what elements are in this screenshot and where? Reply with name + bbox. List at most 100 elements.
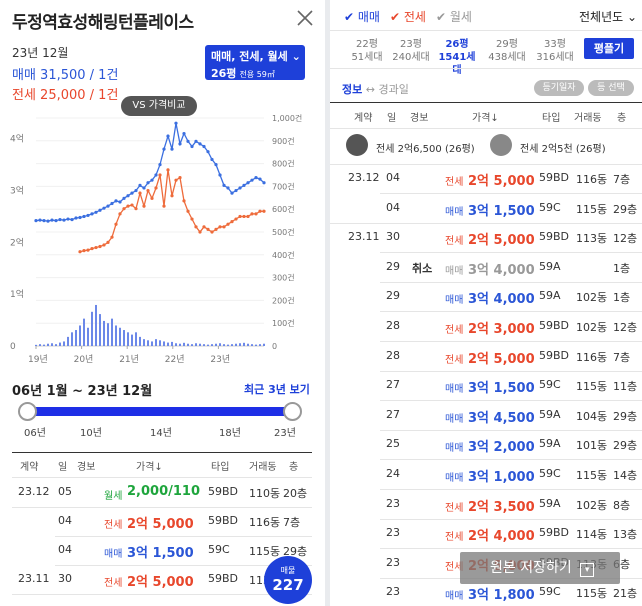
- row-kind: 전세: [445, 325, 464, 336]
- pyeong-toggle-button[interactable]: 평플기: [584, 38, 634, 59]
- row-month: 23.12: [348, 171, 380, 184]
- table-row: 27 매매 3억 1,500 59C 115동 11층: [330, 378, 642, 407]
- volume-bar: [239, 343, 241, 346]
- tab-jeonse[interactable]: ✔ 전세: [390, 8, 426, 25]
- area-tab[interactable]: 22평 51세대: [344, 38, 390, 64]
- row-dong: 115동: [576, 202, 608, 216]
- volume-bar: [35, 344, 37, 346]
- col-day: 일: [58, 461, 68, 473]
- row-price: 2억 3,500: [468, 499, 535, 515]
- row-dong: 116동: [249, 516, 281, 529]
- broker-card[interactable]: 전세 2억5천 (26평): [490, 134, 640, 160]
- row-price: 2억 5,000: [127, 517, 194, 532]
- row-dong: 110동: [249, 487, 281, 500]
- row-type: 59BD: [539, 171, 570, 184]
- area-count: 51세대: [351, 52, 383, 63]
- broker-card[interactable]: 전세 2억6,500 (26평): [346, 134, 486, 160]
- save-original-button[interactable]: 원본 저장하기 ▾: [460, 552, 620, 584]
- col-dong: 거래동: [574, 112, 602, 124]
- row-floor: 29층: [613, 439, 638, 453]
- series-point: [90, 212, 94, 216]
- area-count: 316세대: [536, 52, 574, 63]
- x-tick: 22년: [165, 354, 185, 365]
- row-floor: 29층: [283, 545, 308, 558]
- area-count: 1541세대: [438, 52, 476, 76]
- series-point: [178, 175, 182, 180]
- table-row: 28 전세 2억 3,000 59BD 102동 12층: [330, 319, 642, 348]
- dong-select-button[interactable]: 등 선택: [588, 80, 634, 96]
- series-point: [78, 250, 82, 254]
- period-slider-track[interactable]: [28, 407, 292, 416]
- recent-3y-link[interactable]: 최근 3년 보기: [244, 383, 310, 396]
- series-point: [162, 204, 166, 208]
- volume-bar: [211, 344, 213, 346]
- series-line: [79, 169, 264, 253]
- table-row: 25 매매 3억 2,000 59A 101동 29층: [330, 437, 642, 466]
- series-point: [222, 183, 226, 187]
- row-day: 30: [58, 572, 72, 585]
- series-point: [214, 227, 218, 232]
- series-point: [198, 230, 202, 234]
- col-type: 타입: [542, 112, 561, 124]
- series-point: [58, 217, 62, 222]
- sort-info[interactable]: 정보: [342, 83, 363, 96]
- col-contract: 계약: [20, 461, 39, 473]
- series-point: [210, 230, 214, 234]
- year-select[interactable]: 전체년도 ⌄: [579, 8, 637, 25]
- volume-bar: [215, 343, 217, 346]
- listing-count-badge[interactable]: 매물 227: [264, 556, 312, 604]
- series-point: [150, 196, 154, 200]
- table-row: 23.12 04 전세 2억 5,000 59BD 116동 7층: [330, 171, 642, 200]
- row-dong: 102동: [576, 321, 608, 334]
- row-floor: 1층: [613, 291, 631, 305]
- close-icon[interactable]: [296, 9, 314, 27]
- series-point: [90, 246, 94, 251]
- series-point: [142, 186, 146, 190]
- row-note: 취소: [412, 261, 433, 275]
- filter-type-label: 매매, 전세, 월세: [211, 50, 288, 63]
- tab-monthly[interactable]: ✔ 월세: [436, 8, 472, 25]
- y-left-tick: 1억: [10, 288, 24, 300]
- volume-bar: [71, 332, 73, 346]
- col-price[interactable]: 가격↓: [136, 461, 163, 473]
- series-point: [62, 218, 66, 222]
- row-price: 2,000/110: [127, 484, 201, 499]
- row-day: 04: [386, 171, 400, 184]
- table-row: 23.12 05 월세 2,000/110 59BD 110동 20층: [0, 484, 325, 514]
- avatar: [346, 134, 368, 156]
- series-point: [258, 177, 262, 181]
- sort-elapsed[interactable]: 경과일: [378, 83, 409, 96]
- area-tab[interactable]: 29평 438세대: [484, 38, 530, 64]
- area-tab[interactable]: 26평 1541세대: [434, 38, 480, 77]
- y-right-tick: 900건: [272, 136, 295, 146]
- y-right-tick: 1,000건: [272, 113, 302, 123]
- row-dong: 114동: [576, 528, 608, 542]
- sort-toggle[interactable]: 정보 ↔ 경과일: [342, 81, 409, 97]
- slider-end-handle[interactable]: [283, 402, 302, 421]
- area-tab[interactable]: 23평 240세대: [388, 38, 434, 64]
- slider-label: 06년: [24, 428, 46, 439]
- badge-count: 227: [272, 576, 304, 594]
- series-point: [86, 213, 90, 218]
- vs-compare-button[interactable]: VS 가격비교: [121, 96, 197, 116]
- area-count: 438세대: [488, 52, 526, 63]
- row-floor: 12층: [613, 232, 638, 246]
- series-point: [154, 173, 158, 177]
- volume-bar: [95, 304, 97, 346]
- tab-sale[interactable]: ✔ 매매: [344, 8, 380, 25]
- filter-dropdown[interactable]: 매매, 전세, 월세 ⌄ 26평 전용 59㎡: [205, 45, 305, 80]
- volume-bar: [171, 341, 173, 346]
- slider-label: 10년: [80, 428, 102, 439]
- row-kind: 전세: [104, 520, 123, 531]
- row-kind: 전세: [445, 502, 464, 514]
- series-point: [202, 225, 206, 229]
- series-point: [254, 175, 258, 180]
- row-price: 2억 4,000: [468, 529, 535, 545]
- area-tab[interactable]: 33평 316세대: [532, 38, 578, 64]
- x-tick: 23년: [210, 354, 230, 365]
- registry-date-button[interactable]: 등기일자: [534, 80, 584, 96]
- col-price[interactable]: 가격↓: [472, 112, 499, 124]
- row-floor: 7층: [613, 173, 631, 186]
- series-point: [86, 248, 90, 252]
- slider-start-handle[interactable]: [18, 402, 37, 421]
